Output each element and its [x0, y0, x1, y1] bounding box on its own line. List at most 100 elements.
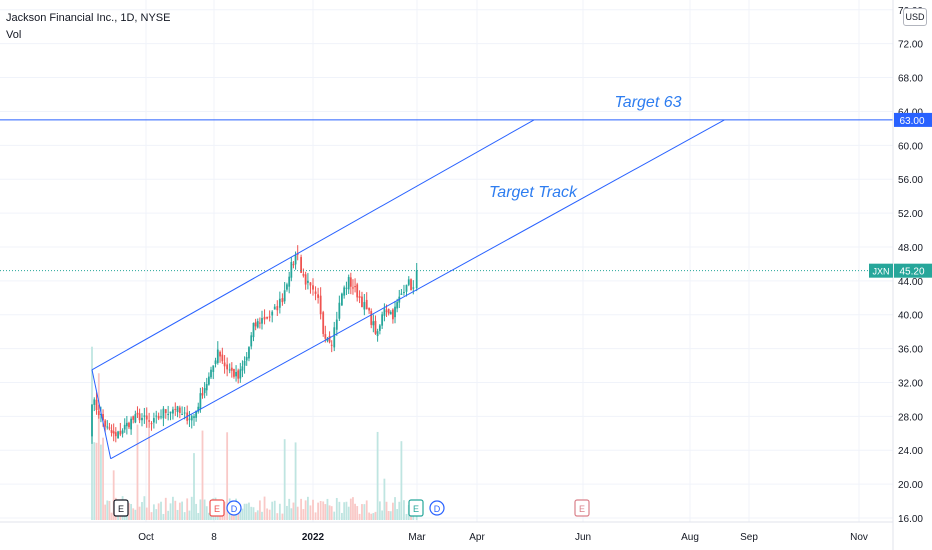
event-marker-label: D: [231, 504, 238, 514]
volume-bar: [356, 506, 359, 520]
time-axis: Oct 8 2022 Mar Apr Jun Aug Sep Nov: [0, 521, 893, 543]
chart-grid: [0, 0, 893, 522]
volume-bar: [93, 442, 96, 520]
candle-body: [207, 376, 210, 385]
candle-body: [317, 294, 319, 298]
volume-bar: [271, 501, 274, 520]
volume-bar: [389, 511, 392, 520]
candle-body: [407, 279, 410, 285]
volume-bar: [148, 427, 151, 520]
price-tick-label: 20.00: [898, 480, 923, 491]
candle-body: [167, 413, 170, 415]
volume-bar: [256, 510, 259, 520]
volume-bar: [324, 504, 327, 520]
candle-body: [143, 415, 146, 417]
volume-bar: [338, 501, 341, 520]
candle-body: [150, 423, 153, 425]
candle-body: [190, 415, 193, 421]
volume-bar: [134, 509, 137, 520]
candle-body: [266, 316, 268, 319]
candle-body: [328, 335, 331, 343]
price-tick-label: 24.00: [898, 446, 923, 457]
volume-bar: [132, 508, 135, 520]
volume-bar: [193, 453, 195, 520]
channel-upper-line: [91, 119, 535, 371]
dividend-marker: [226, 500, 242, 516]
candle-body: [405, 284, 408, 292]
candle-body: [121, 430, 124, 434]
volume-bar: [172, 496, 174, 520]
volume-bar: [245, 503, 248, 520]
candle-body: [195, 410, 198, 418]
candle-body: [335, 319, 338, 330]
volume-bar: [281, 513, 284, 520]
candle-body: [363, 302, 366, 310]
volume-bar: [330, 506, 333, 520]
candle-body: [304, 274, 307, 285]
candle-body: [91, 404, 93, 437]
price-tick-label: 72.00: [898, 40, 923, 51]
volume-bar: [387, 511, 390, 520]
price-tick-label: 52.00: [898, 209, 923, 220]
volume-bar: [352, 497, 354, 520]
candle-body: [356, 284, 359, 298]
volume-bar: [152, 504, 155, 520]
currency-button[interactable]: USD: [903, 8, 927, 26]
candle-body: [114, 432, 117, 437]
candle-body: [372, 321, 375, 326]
volume-bar: [141, 502, 143, 520]
time-tick-label: Jun: [575, 532, 591, 543]
volume-bar: [203, 499, 206, 520]
price-axis: 16.00 20.00 24.00 28.00 32.00 36.00 40.00 44.00…: [869, 0, 932, 550]
candle-body: [412, 287, 415, 289]
volume-bar: [300, 498, 302, 520]
volume-bar: [155, 509, 158, 520]
candle-body: [148, 420, 151, 422]
volume-bar: [100, 444, 102, 520]
volume-bar: [309, 505, 312, 520]
volume-bar: [372, 513, 375, 520]
volume-bar: [186, 498, 189, 520]
event-marker-label: E: [214, 504, 220, 514]
candle-body: [205, 384, 208, 391]
candle-body: [312, 285, 314, 290]
candle-body: [290, 262, 293, 278]
volume-bars: [91, 346, 418, 520]
time-tick-label: Mar: [408, 532, 426, 543]
candle-body: [233, 369, 235, 377]
candle-body: [250, 335, 253, 347]
volume-bar: [374, 511, 377, 520]
volume-bar: [252, 507, 255, 520]
volume-bar: [136, 424, 139, 520]
candle-body: [365, 299, 368, 310]
volume-bar: [403, 500, 405, 520]
candle-body: [93, 399, 96, 405]
candle-body: [219, 351, 221, 357]
candle-body: [106, 426, 109, 428]
candle-body: [268, 316, 271, 318]
candle-body: [288, 276, 291, 287]
volume-bar: [258, 500, 261, 520]
volume-bar: [347, 506, 350, 520]
volume-bar: [286, 505, 288, 520]
candle-body: [141, 417, 143, 421]
candle-body: [134, 414, 137, 423]
candle-body: [164, 409, 167, 413]
candle-body: [128, 422, 130, 428]
volume-bar: [370, 513, 373, 520]
volume-bar: [302, 509, 305, 520]
volume-bar: [108, 500, 111, 520]
volume-bar: [361, 504, 363, 520]
volume-bar: [223, 501, 226, 520]
volume-bar: [110, 512, 113, 520]
volume-bar: [376, 431, 379, 520]
channel-annotation: Target Track: [489, 184, 578, 201]
candle-body: [248, 347, 250, 359]
candle-body: [271, 311, 274, 316]
volume-bar: [304, 500, 307, 520]
candle-body: [221, 354, 224, 362]
volume-bar: [296, 506, 299, 520]
candle-body: [347, 276, 350, 290]
volume-bar: [254, 512, 257, 520]
